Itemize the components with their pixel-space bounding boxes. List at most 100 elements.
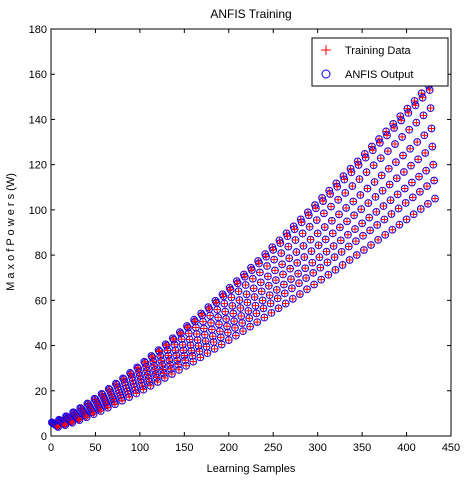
training-data-point [287,275,295,283]
training-data-point [415,173,423,181]
training-data-point [375,135,383,143]
training-data-point [362,154,370,162]
training-data-point [399,151,407,159]
training-data-point [418,89,426,97]
training-data-point [315,241,323,249]
training-data-point [355,175,363,183]
training-data-point [220,300,228,308]
training-data-point [427,124,435,132]
training-data-point [430,176,438,184]
training-data-point [175,366,183,374]
training-data-point [286,265,294,273]
training-data-point [316,264,324,272]
training-data-point [163,342,171,350]
training-data-point [314,229,322,237]
plot-frame [50,28,452,437]
training-data-point [271,266,279,274]
training-data-point [269,246,277,254]
training-data-point [263,262,271,270]
training-data-point [373,221,381,229]
legend-marker-anfis-output [321,69,331,79]
training-data-point [422,167,430,175]
training-data-point [389,120,397,128]
training-data-point [265,282,273,290]
chart-title: ANFIS Training [210,7,291,21]
training-data-point [356,191,364,199]
training-data-point [293,259,301,267]
training-data-point [298,218,306,226]
training-data-point [353,251,361,259]
training-data-point [189,358,197,366]
training-data-point [403,215,411,223]
training-data-point [386,180,394,188]
training-data-point [376,139,384,147]
training-data-point [411,97,419,105]
y-tick-label: 180 [29,24,47,36]
y-tick-label: 160 [29,69,47,81]
legend-circle-marker [321,69,331,79]
training-data-point [159,365,167,373]
x-tick-label: 200 [220,442,238,454]
training-data-point [429,161,437,169]
training-data-point [68,419,76,427]
training-data-point [251,293,259,301]
training-data-point [203,349,211,357]
training-data-point [118,397,126,405]
training-data-point [256,268,264,276]
training-data-point [195,347,203,355]
training-data-point [323,258,331,266]
training-data-point [367,241,375,249]
y-tick-label: 0 [41,431,47,443]
training-data-point [207,319,215,327]
training-data-point [238,319,246,327]
training-data-point [317,276,325,284]
training-data-point [259,304,267,312]
training-data-point [163,346,171,354]
training-data-point [341,189,349,197]
training-data-point [292,248,300,256]
training-data-point [266,291,274,299]
training-data-point [379,202,387,210]
training-data-point [337,236,345,244]
x-tick-label: 100 [131,442,149,454]
training-data-point [54,423,62,431]
training-data-point [419,94,427,102]
training-data-point [217,333,225,341]
training-data-point [239,327,247,335]
training-data-point [355,161,363,169]
training-data-point [324,271,332,279]
training-data-point [365,214,373,222]
training-data-point [417,205,425,213]
training-data-point [351,225,359,233]
training-data-point [323,248,331,256]
training-data-point [270,256,278,264]
training-data-point [410,210,418,218]
training-data-point [358,219,366,227]
training-data-point [383,131,391,139]
training-data-point [288,284,296,292]
training-data-point [322,235,330,243]
training-data-point [165,356,173,364]
training-data-point [369,146,377,154]
legend-plus-marker [321,45,331,55]
training-data-point [402,199,410,207]
training-data-point [155,348,163,356]
training-data-point [344,231,352,239]
training-data-point [370,161,378,169]
training-data-point [347,168,355,176]
training-data-point [400,168,408,176]
training-data-point [405,126,413,134]
training-data-point [299,242,307,250]
training-data-point [392,158,400,166]
training-data-point [330,242,338,250]
training-data-point [125,393,133,401]
training-data-point [404,109,412,117]
training-data-point [387,210,395,218]
training-data-point [371,193,379,201]
x-tick-label: 350 [353,442,371,454]
training-data-point [307,236,315,244]
y-tick-label: 120 [29,160,47,172]
training-data-point [168,370,176,378]
training-data-point [385,165,393,173]
